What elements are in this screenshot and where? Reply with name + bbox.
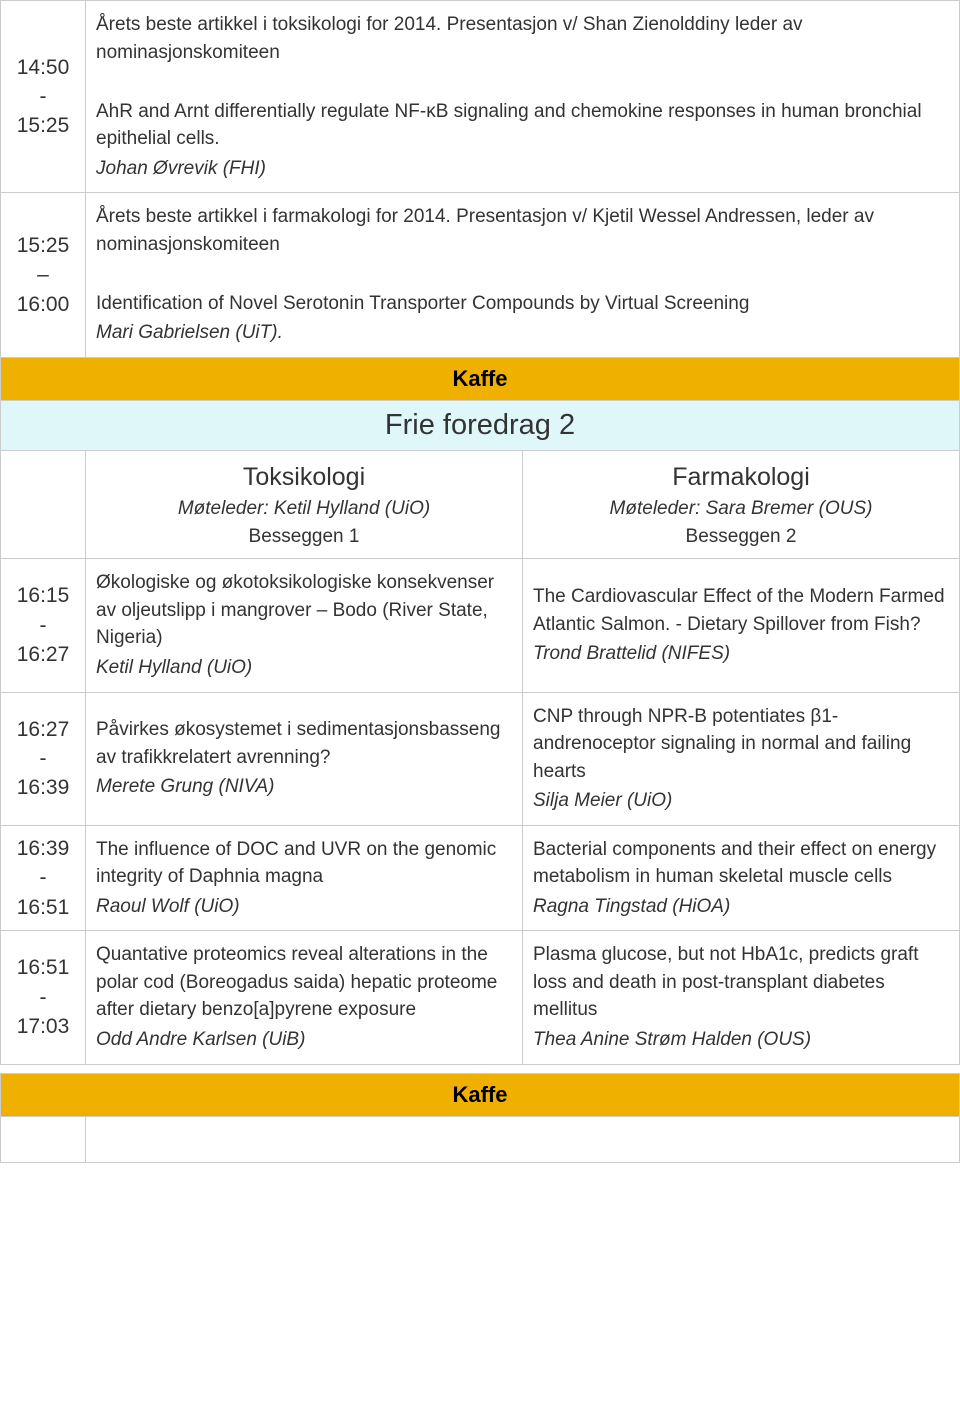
talk-title: Bacterial components and their effect on… — [533, 836, 949, 891]
break-row: Kaffe — [1, 358, 960, 401]
session-header-row: Frie foredrag 2 — [1, 401, 960, 451]
talk-author: Odd Andre Karlsen (UiB) — [96, 1026, 512, 1054]
time-start: 16:27 — [17, 718, 70, 741]
content-blank — [96, 260, 949, 288]
time-cell: 14:50 - 15:25 — [1, 1, 86, 193]
talk-author: Ragna Tingstad (HiOA) — [533, 893, 949, 921]
table-row: 14:50 - 15:25 Årets beste artikkel i tok… — [1, 1, 960, 193]
session-title: Frie foredrag 2 — [1, 401, 960, 451]
time-start: 16:39 — [17, 837, 70, 860]
talk-title: The Cardiovascular Effect of the Modern … — [533, 583, 949, 638]
left-cell: Quantative proteomics reveal alterations… — [86, 931, 523, 1064]
content-line: AhR and Arnt differentially regulate NF-… — [96, 98, 949, 153]
time-start: 16:51 — [17, 956, 70, 979]
track-room: Besseggen 1 — [96, 523, 512, 551]
time-start: 16:15 — [17, 584, 70, 607]
author-line: Mari Gabrielsen (UiT). — [96, 319, 949, 347]
table-row: 16:27 - 16:39 Påvirkes økosystemet i sed… — [1, 692, 960, 825]
time-end: 16:51 — [17, 896, 70, 919]
time-dash: - — [40, 986, 47, 1009]
talk-title: CNP through NPR-B potentiates β1-andreno… — [533, 703, 949, 786]
talk-title: Påvirkes økosystemet i sedimentasjonsbas… — [96, 716, 512, 771]
time-start: 15:25 — [17, 234, 70, 257]
track-header-row: Toksikologi Møteleder: Ketil Hylland (Ui… — [1, 451, 960, 559]
time-cell: 16:51 - 17:03 — [1, 931, 86, 1064]
author-line: Johan Øvrevik (FHI) — [96, 155, 949, 183]
time-dash: - — [40, 85, 47, 108]
right-cell: Plasma glucose, but not HbA1c, predicts … — [523, 931, 960, 1064]
left-cell: Økologiske og økotoksikologiske konsekve… — [86, 559, 523, 692]
talk-author: Raoul Wolf (UiO) — [96, 893, 512, 921]
table-row: 16:15 - 16:27 Økologiske og økotoksikolo… — [1, 559, 960, 692]
break-cell: Kaffe — [1, 358, 960, 401]
talk-title: Plasma glucose, but not HbA1c, predicts … — [533, 941, 949, 1024]
time-cell: 16:15 - 16:27 — [1, 559, 86, 692]
talk-title: The influence of DOC and UVR on the geno… — [96, 836, 512, 891]
time-dash: - — [40, 747, 47, 770]
talk-author: Merete Grung (NIVA) — [96, 773, 512, 801]
time-dash: - — [40, 614, 47, 637]
time-cell: 15:25 – 16:00 — [1, 193, 86, 358]
content-blank — [96, 68, 949, 96]
table-row: 15:25 – 16:00 Årets beste artikkel i far… — [1, 193, 960, 358]
talk-author: Trond Brattelid (NIFES) — [533, 640, 949, 668]
left-cell: Påvirkes økosystemet i sedimentasjonsbas… — [86, 692, 523, 825]
time-dash: – — [37, 263, 49, 286]
table-row: 16:51 - 17:03 Quantative proteomics reve… — [1, 931, 960, 1064]
table-row: 16:39 - 16:51 The influence of DOC and U… — [1, 825, 960, 931]
talk-author: Ketil Hylland (UiO) — [96, 654, 512, 682]
left-cell: The influence of DOC and UVR on the geno… — [86, 825, 523, 931]
right-cell: The Cardiovascular Effect of the Modern … — [523, 559, 960, 692]
time-end: 16:00 — [17, 293, 70, 316]
track-title: Toksikologi — [96, 459, 512, 495]
time-cell: 16:27 - 16:39 — [1, 692, 86, 825]
time-end: 17:03 — [17, 1015, 70, 1038]
talk-title: Økologiske og økotoksikologiske konsekve… — [96, 569, 512, 652]
content-line: Identification of Novel Serotonin Transp… — [96, 290, 949, 318]
track-title: Farmakologi — [533, 459, 949, 495]
time-end: 15:25 — [17, 114, 70, 137]
time-dash: - — [40, 866, 47, 889]
empty-time-cell — [1, 1116, 86, 1162]
track-head-right: Farmakologi Møteleder: Sara Bremer (OUS)… — [523, 451, 960, 559]
break-row: Kaffe — [1, 1073, 960, 1116]
break-cell: Kaffe — [1, 1073, 960, 1116]
schedule-table: 14:50 - 15:25 Årets beste artikkel i tok… — [0, 0, 960, 1163]
time-end: 16:27 — [17, 643, 70, 666]
track-room: Besseggen 2 — [533, 523, 949, 551]
right-cell: CNP through NPR-B potentiates β1-andreno… — [523, 692, 960, 825]
time-start: 14:50 — [17, 56, 70, 79]
track-chair: Møteleder: Sara Bremer (OUS) — [533, 495, 949, 523]
content-cell: Årets beste artikkel i toksikologi for 2… — [86, 1, 960, 193]
spacer-row — [1, 1064, 960, 1073]
table-row — [1, 1116, 960, 1162]
time-end: 16:39 — [17, 776, 70, 799]
content-line: Årets beste artikkel i toksikologi for 2… — [96, 11, 949, 66]
empty-time-cell — [1, 451, 86, 559]
track-head-left: Toksikologi Møteleder: Ketil Hylland (Ui… — [86, 451, 523, 559]
time-cell: 16:39 - 16:51 — [1, 825, 86, 931]
content-line: Årets beste artikkel i farmakologi for 2… — [96, 203, 949, 258]
talk-author: Silja Meier (UiO) — [533, 787, 949, 815]
right-cell: Bacterial components and their effect on… — [523, 825, 960, 931]
track-chair: Møteleder: Ketil Hylland (UiO) — [96, 495, 512, 523]
content-cell: Årets beste artikkel i farmakologi for 2… — [86, 193, 960, 358]
talk-author: Thea Anine Strøm Halden (OUS) — [533, 1026, 949, 1054]
talk-title: Quantative proteomics reveal alterations… — [96, 941, 512, 1024]
empty-content-cell — [86, 1116, 960, 1162]
